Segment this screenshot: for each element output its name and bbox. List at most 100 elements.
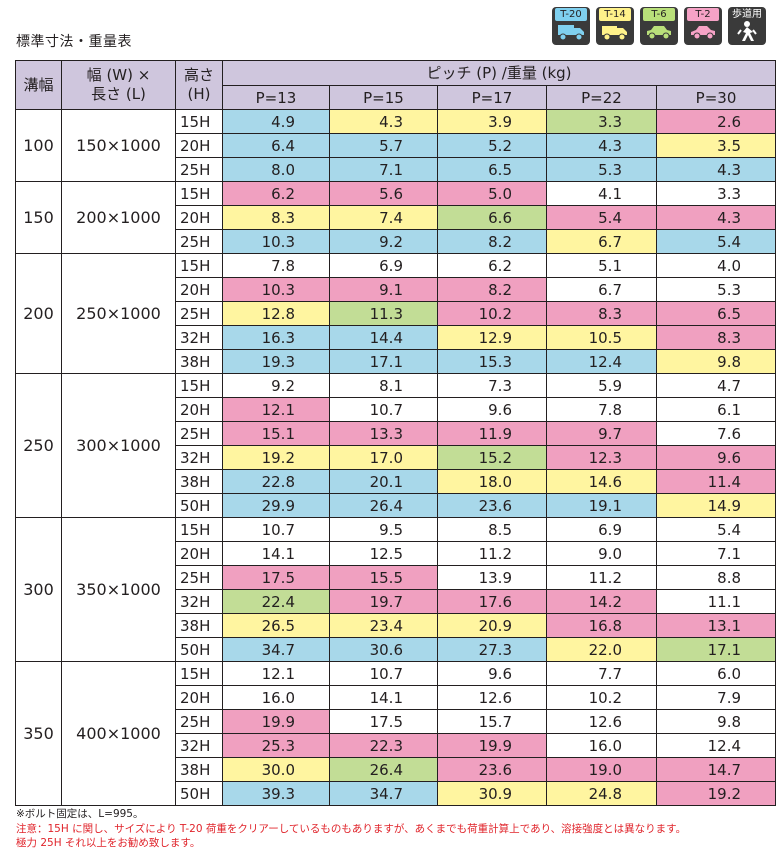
weight-cell: 10.5 bbox=[546, 325, 657, 350]
weight-cell: 22.3 bbox=[329, 733, 438, 758]
weight-cell: 7.1 bbox=[329, 157, 438, 182]
weight-cell: 5.4 bbox=[655, 229, 777, 254]
weight-cell: 5.7 bbox=[329, 133, 438, 158]
height-cell: 15H bbox=[175, 373, 223, 398]
truck-icon bbox=[558, 25, 584, 41]
weight-cell: 9.8 bbox=[655, 349, 777, 374]
height-cell: 25H bbox=[175, 709, 223, 734]
weight-cell: 39.3 bbox=[222, 781, 330, 806]
table-row: 25H 12.8 11.3 10.2 8.3 6.5 bbox=[16, 301, 777, 326]
table-row: 38H 22.8 20.1 18.0 14.6 11.4 bbox=[16, 469, 777, 494]
weight-cell: 17.1 bbox=[329, 349, 438, 374]
weight-cell: 14.1 bbox=[222, 541, 330, 566]
weight-cell: 30.9 bbox=[437, 781, 547, 806]
weight-cell: 5.2 bbox=[437, 133, 547, 158]
weight-cell: 29.9 bbox=[222, 493, 330, 518]
weight-cell: 20.9 bbox=[437, 613, 547, 638]
weight-cell: 6.9 bbox=[329, 253, 438, 278]
weight-cell: 15.3 bbox=[437, 349, 547, 374]
weight-cell: 19.7 bbox=[329, 589, 438, 614]
height-cell: 20H bbox=[175, 541, 223, 566]
weight-cell: 14.1 bbox=[329, 685, 438, 710]
height-cell: 38H bbox=[175, 469, 223, 494]
weight-cell: 17.6 bbox=[437, 589, 547, 614]
weight-cell: 4.9 bbox=[222, 109, 330, 134]
weight-cell: 4.1 bbox=[546, 181, 657, 206]
weight-cell: 11.2 bbox=[437, 541, 547, 566]
header-pitch: P=15 bbox=[329, 85, 438, 110]
weight-cell: 9.2 bbox=[329, 229, 438, 254]
table-row: 32H 19.2 17.0 15.2 12.3 9.6 bbox=[16, 445, 777, 470]
table-row: 250 300×1000 15H 9.2 8.1 7.3 5.9 4.7 bbox=[15, 373, 777, 518]
weight-cell: 11.3 bbox=[329, 301, 438, 326]
weight-cell: 5.4 bbox=[546, 205, 657, 230]
height-cell: 50H bbox=[175, 637, 223, 662]
truck-icon bbox=[602, 26, 627, 41]
weight-cell: 6.6 bbox=[437, 205, 547, 230]
weight-cell: 4.3 bbox=[329, 109, 438, 134]
weight-cell: 19.1 bbox=[546, 493, 657, 518]
table-row: 38H 26.5 23.4 20.9 16.8 13.1 bbox=[16, 613, 777, 638]
table-row: 20H 10.3 9.1 8.2 6.7 5.3 bbox=[16, 277, 777, 302]
weight-cell: 30.6 bbox=[329, 637, 438, 662]
header-width: 溝幅 bbox=[15, 60, 62, 110]
height-cell: 50H bbox=[175, 493, 223, 518]
load-class-label: 歩道用 bbox=[732, 9, 762, 20]
weight-cell: 15.2 bbox=[437, 445, 547, 470]
table-row: 50H 39.3 34.7 30.9 24.8 19.2 bbox=[16, 781, 777, 806]
weight-cell: 10.7 bbox=[222, 517, 330, 542]
weight-cell: 8.3 bbox=[222, 205, 330, 230]
weight-cell: 17.1 bbox=[655, 637, 777, 662]
weight-cell: 9.7 bbox=[546, 421, 657, 446]
weight-cell: 6.1 bbox=[655, 397, 777, 422]
weight-cell: 23.4 bbox=[329, 613, 438, 638]
weight-cell: 26.4 bbox=[329, 493, 438, 518]
groove-width-cell: 250 bbox=[15, 373, 62, 518]
height-cell: 25H bbox=[175, 229, 223, 254]
size-cell: 150×1000 bbox=[61, 109, 176, 182]
weight-cell: 17.5 bbox=[222, 565, 330, 590]
table-row: 50H 34.7 30.6 27.3 22.0 17.1 bbox=[16, 637, 777, 662]
table-row: 20H 6.4 5.7 5.2 4.3 3.5 bbox=[16, 133, 777, 158]
weight-cell: 26.4 bbox=[329, 757, 438, 782]
table-row: 32H 25.3 22.3 19.9 16.0 12.4 bbox=[16, 733, 777, 758]
weight-cell: 7.6 bbox=[655, 421, 777, 446]
header-height-line-1: 高さ bbox=[183, 66, 214, 84]
weight-cell: 8.2 bbox=[437, 277, 547, 302]
height-cell: 38H bbox=[175, 349, 223, 374]
height-cell: 25H bbox=[175, 565, 223, 590]
table-row: 20H 12.1 10.7 9.6 7.8 6.1 bbox=[16, 397, 777, 422]
weight-cell: 14.4 bbox=[329, 325, 438, 350]
height-cell: 32H bbox=[175, 445, 223, 470]
weight-cell: 3.3 bbox=[655, 181, 777, 206]
weight-cell: 7.8 bbox=[546, 397, 657, 422]
load-class-legend: T-20 T-14 T-6 T-2 歩道用 bbox=[552, 7, 766, 45]
caution-note-recommendation: 極力 25H それ以上をお勧め致します。 bbox=[16, 837, 201, 849]
weight-cell: 22.4 bbox=[222, 589, 330, 614]
height-cell: 20H bbox=[175, 685, 223, 710]
weight-cell: 14.9 bbox=[655, 493, 777, 518]
weight-cell: 9.5 bbox=[329, 517, 438, 542]
table-row: 100 150×1000 15H 4.9 4.3 3.9 3.3 2.6 bbox=[15, 109, 777, 182]
weight-cell: 3.9 bbox=[437, 109, 547, 134]
weight-cell: 19.2 bbox=[222, 445, 330, 470]
weight-cell: 12.5 bbox=[329, 541, 438, 566]
weight-cell: 9.1 bbox=[329, 277, 438, 302]
load-class-label: T-6 bbox=[643, 8, 675, 21]
table-row: 200 250×1000 15H 7.8 6.9 6.2 5.1 4.0 bbox=[15, 253, 777, 374]
weight-cell: 22.0 bbox=[546, 637, 657, 662]
table-row: 150 200×1000 15H 6.2 5.6 5.0 4.1 3.3 bbox=[15, 181, 777, 254]
weight-cell: 6.2 bbox=[437, 253, 547, 278]
bolt-note: ※ボルト固定は、L=995。 bbox=[16, 808, 144, 820]
weight-cell: 4.3 bbox=[655, 157, 777, 182]
car-icon bbox=[647, 26, 671, 40]
weight-cell: 14.6 bbox=[546, 469, 657, 494]
load-class-t14: T-14 bbox=[596, 7, 634, 45]
weight-cell: 5.3 bbox=[546, 157, 657, 182]
weight-cell: 12.1 bbox=[222, 397, 330, 422]
car-icon bbox=[691, 26, 715, 40]
weight-cell: 16.0 bbox=[546, 733, 657, 758]
weight-cell: 4.3 bbox=[655, 205, 777, 230]
weight-cell: 12.4 bbox=[655, 733, 777, 758]
weight-cell: 10.7 bbox=[329, 661, 438, 686]
